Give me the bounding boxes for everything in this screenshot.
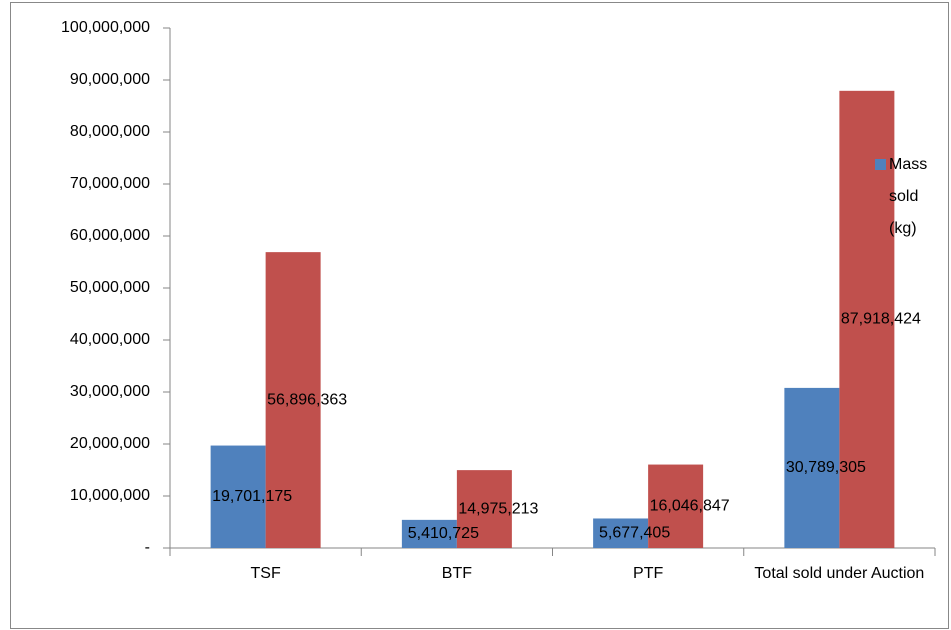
y-tick-label: 60,000,000	[70, 227, 150, 244]
bar	[648, 464, 704, 548]
y-tick-label: 90,000,000	[70, 71, 150, 88]
y-tick-label: 40,000,000	[70, 331, 150, 348]
x-tick-label: PTF	[633, 565, 664, 582]
bar	[265, 252, 321, 548]
y-tick-label: 80,000,000	[70, 123, 150, 140]
data-label: 56,896,363	[267, 391, 347, 408]
x-tick-label: BTF	[441, 565, 472, 582]
data-label: 19,701,175	[212, 488, 292, 505]
bar	[593, 518, 649, 548]
y-tick-label: -	[145, 539, 150, 556]
bar	[456, 470, 512, 548]
data-label: 16,046,847	[650, 497, 730, 514]
legend-swatch	[875, 159, 886, 170]
y-tick-label: 30,000,000	[70, 383, 150, 400]
bar	[784, 387, 840, 548]
data-label: 87,918,424	[841, 311, 921, 328]
x-tick-label: TSF	[250, 565, 281, 582]
data-label: 30,789,305	[786, 459, 866, 476]
chart-border	[10, 2, 949, 629]
data-label: 5,410,725	[408, 525, 479, 542]
y-tick-label: 20,000,000	[70, 435, 150, 452]
y-tick-label: 50,000,000	[70, 279, 150, 296]
y-tick-label: 100,000,000	[61, 19, 150, 36]
data-label: 14,975,213	[458, 500, 538, 517]
y-tick-label: 70,000,000	[70, 175, 150, 192]
data-label: 5,677,405	[599, 524, 670, 541]
bar	[401, 519, 457, 548]
y-tick-label: 10,000,000	[70, 487, 150, 504]
legend-label: Mass sold (kg)	[889, 156, 928, 237]
x-tick-label: Total sold under Auction	[754, 565, 925, 582]
bar	[210, 445, 266, 548]
